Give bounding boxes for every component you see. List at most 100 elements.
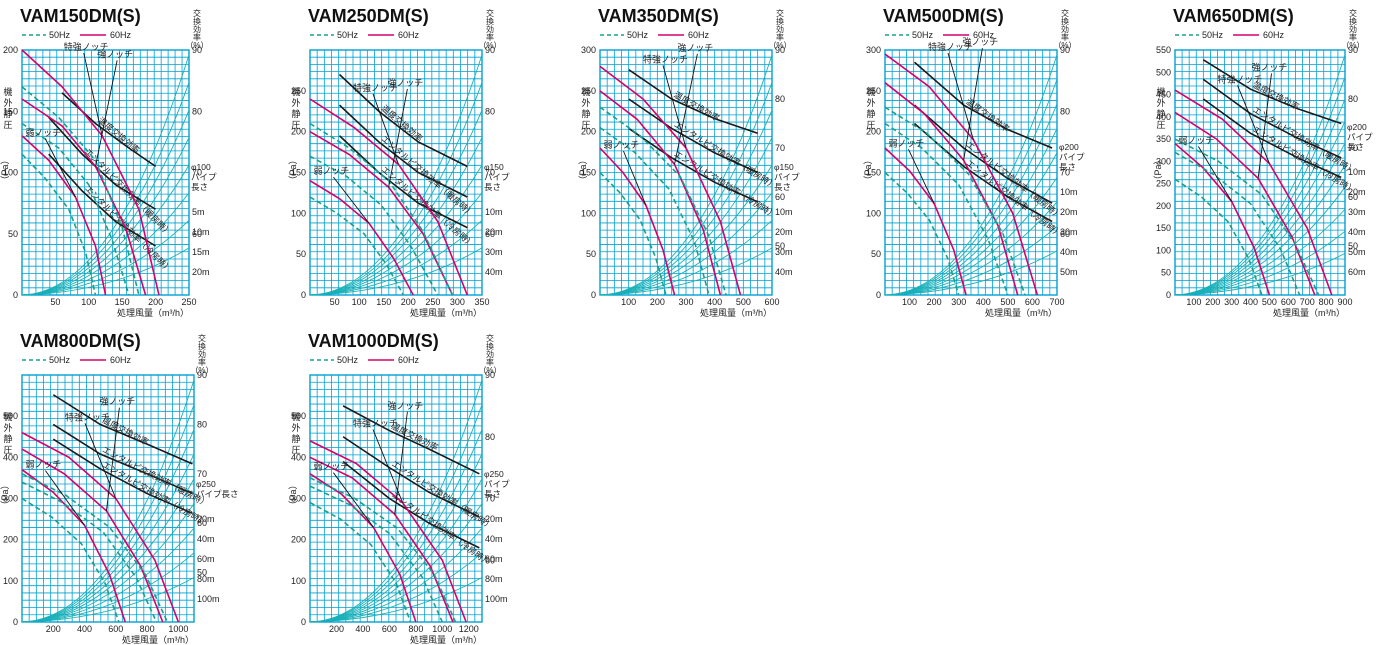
- pipe-length-curve: [21, 404, 195, 623]
- notch-label: 強ノッチ: [387, 77, 423, 88]
- y-axis-label: 機: [866, 86, 875, 97]
- y-tick-label: 100: [866, 208, 881, 218]
- y-tick-label: 500: [3, 411, 18, 421]
- y-tick-label: 50: [296, 249, 306, 259]
- y-tick-label: 50: [1161, 268, 1171, 278]
- notch-label: 強ノッチ: [962, 36, 998, 47]
- fan-curve-50hz: [1174, 151, 1301, 296]
- chart-title: VAM1000DM(S): [308, 331, 439, 351]
- pipe-length-label: 30m: [775, 247, 793, 257]
- fan-curve-50hz: [599, 126, 710, 296]
- pipe-length-label: 20m: [775, 227, 793, 237]
- pipe-length-label: 60m: [485, 554, 503, 564]
- eff-axis-label: 率: [486, 32, 494, 42]
- y-tick-label: 150: [866, 168, 881, 178]
- notch-pointer: [662, 65, 687, 149]
- notch-label: 特強ノッチ: [353, 82, 398, 93]
- notch-pointer: [372, 93, 399, 165]
- pipe-length-curve: [21, 577, 195, 623]
- x-tick-label: 600: [108, 624, 123, 634]
- x-tick-label: 1000: [432, 624, 452, 634]
- pipe-length-label: 20m: [192, 267, 210, 277]
- chart-panel: VAM800DM(S) 50Hz 60Hz 200 400 600 800 1000 0 100 2…: [0, 331, 239, 645]
- legend-50hz-label: 50Hz: [337, 355, 359, 365]
- efficiency-curve: [342, 405, 480, 475]
- pipe-length-curve: [884, 79, 1058, 296]
- pipe-diameter-label: φ200: [1059, 142, 1079, 152]
- notch-pointer: [84, 423, 117, 499]
- pipe-length-curve: [309, 192, 483, 296]
- y-axis-label: 機: [581, 86, 590, 97]
- eff-tick-label: 80: [192, 106, 202, 116]
- eff-tick-label: 90: [1060, 45, 1070, 55]
- pipe-length-label: 80m: [485, 574, 503, 584]
- eff-axis-label: 交: [198, 333, 206, 343]
- notch-label: 弱ノッチ: [313, 462, 349, 472]
- notch-label: 特強ノッチ: [65, 411, 110, 422]
- eff-axis-label: 換: [486, 16, 494, 26]
- legend-50hz-label: 50Hz: [49, 30, 71, 40]
- x-tick-label: 600: [764, 297, 779, 307]
- y-unit-label: （Pa）: [863, 155, 873, 184]
- notch-label: 強ノッチ: [99, 396, 135, 407]
- x-axis-label: 処理風量（m³/h）: [985, 307, 1057, 318]
- x-tick-label: 100: [1186, 297, 1201, 307]
- notch-label: 弱ノッチ: [25, 460, 61, 470]
- eff-axis-label: 換: [1349, 16, 1357, 26]
- fan-curve-60hz: [884, 147, 967, 296]
- efficiency-curve: [338, 135, 468, 229]
- pipe-length-curve: [309, 247, 483, 296]
- legend-60hz-label: 60Hz: [688, 30, 710, 40]
- eff-axis-label: 効: [193, 24, 201, 34]
- pipe-length-curve: [599, 247, 773, 296]
- x-tick-label: 600: [382, 624, 397, 634]
- eff-tick-label: 60: [775, 192, 785, 202]
- y-tick-label: 0: [13, 290, 18, 300]
- eff-tick-label: 70: [775, 143, 785, 153]
- pipe-diameter-label: パイプ長さ: [196, 489, 239, 499]
- eff-axis-label: （%）: [478, 366, 501, 375]
- x-tick-label: 500: [1000, 297, 1015, 307]
- pipe-length-label: 15m: [192, 247, 210, 257]
- eff-axis-label: （%）: [185, 41, 208, 50]
- pipe-diameter-label: パイプ: [1059, 152, 1085, 162]
- notch-label: 特強ノッチ: [928, 41, 973, 52]
- x-tick-label: 200: [1205, 297, 1220, 307]
- efficiency-curve: [52, 423, 193, 495]
- pipe-length-label: 60m: [1348, 267, 1366, 277]
- efficiency-curve: [338, 73, 468, 168]
- x-tick-label: 400: [355, 624, 370, 634]
- eff-tick-label: 80: [775, 94, 785, 104]
- legend-60hz-label: 60Hz: [110, 30, 132, 40]
- eff-axis-label: 効: [198, 349, 206, 359]
- efficiency-curve: [913, 61, 1053, 149]
- pipe-length-curve: [599, 137, 773, 296]
- eff-tick-label: 60: [485, 555, 495, 565]
- eff-axis-label: 効: [486, 349, 494, 359]
- eff-tick-label: 70: [197, 469, 207, 479]
- pipe-length-label: 50m: [1348, 247, 1366, 257]
- pipe-length-curve: [884, 103, 1058, 296]
- pipe-diameter-label: 長さ: [1347, 142, 1364, 152]
- eff-axis-label: 率: [1349, 32, 1357, 42]
- pipe-length-label: 10m: [1348, 167, 1366, 177]
- y-axis-label: 静: [3, 433, 12, 444]
- y-tick-label: 0: [591, 290, 596, 300]
- pipe-length-label: 10m: [192, 227, 210, 237]
- fan-curve-50hz: [599, 106, 727, 296]
- notch-pointer: [45, 470, 85, 526]
- legend-50hz-label: 50Hz: [912, 30, 934, 40]
- pipe-length-curve: [309, 453, 483, 623]
- x-tick-label: 500: [1262, 297, 1277, 307]
- pipe-length-label: 40m: [1060, 247, 1078, 257]
- y-axis-label: 圧: [3, 120, 12, 130]
- y-tick-label: 150: [3, 106, 18, 116]
- legend-60hz-label: 60Hz: [398, 355, 420, 365]
- notch-label: 弱ノッチ: [888, 138, 924, 148]
- x-tick-label: 500: [736, 297, 751, 307]
- y-tick-label: 250: [1156, 179, 1171, 189]
- pipe-length-label: 60m: [197, 554, 215, 564]
- pipe-length-label: 40m: [197, 534, 215, 544]
- eff-tick-label: 80: [485, 106, 495, 116]
- pipe-diameter-label: パイプ: [484, 172, 510, 182]
